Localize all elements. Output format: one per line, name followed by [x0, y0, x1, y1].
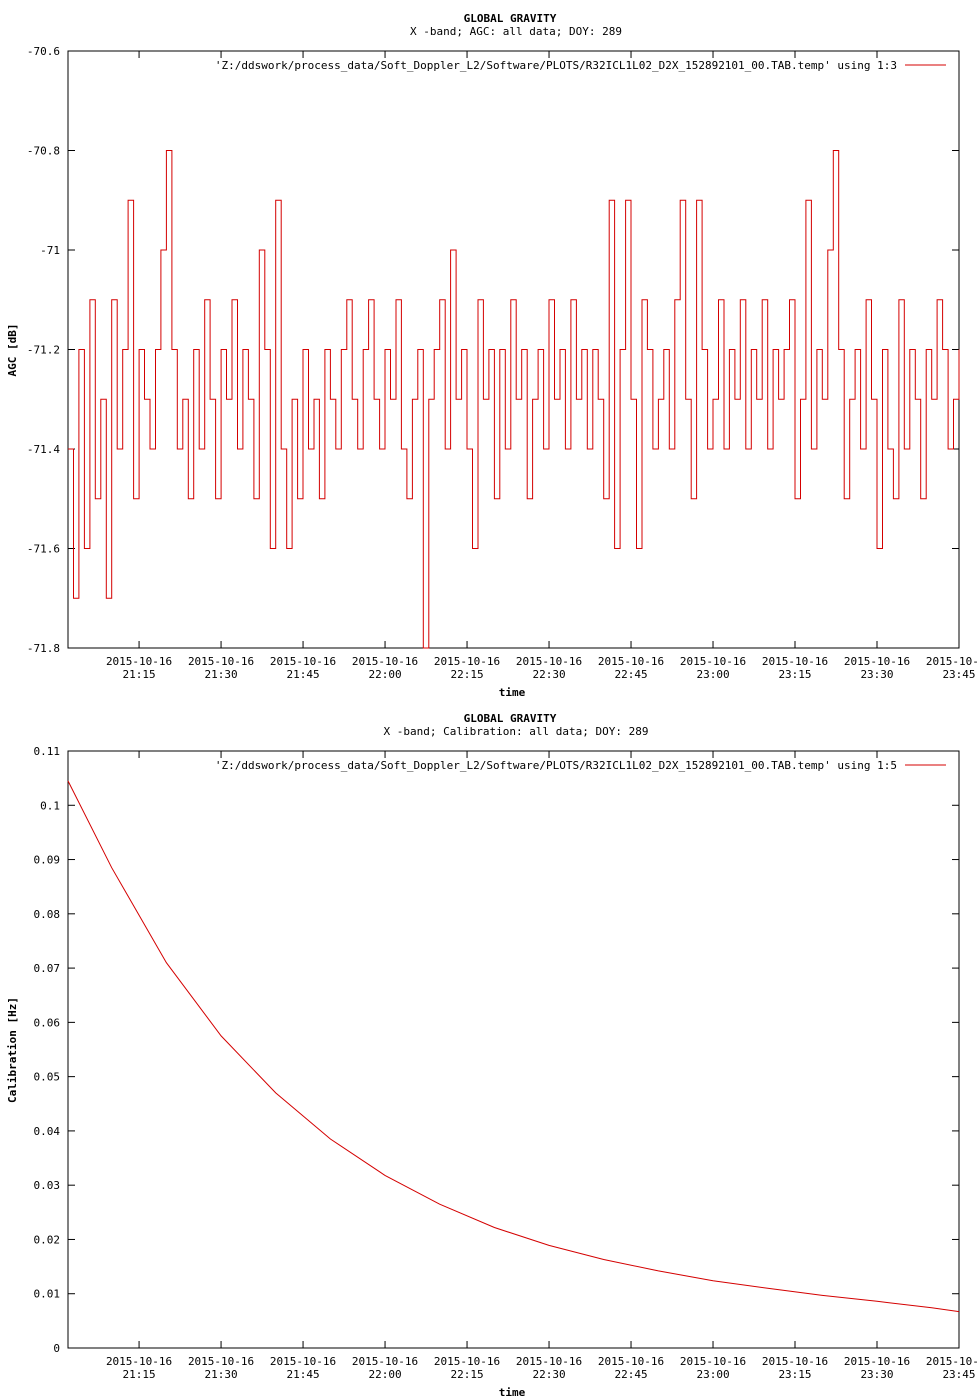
agc-chart-x-tick-date: 2015-10-16 — [106, 655, 172, 668]
agc-chart-x-tick-time: 23:45 — [942, 668, 975, 681]
calibration-chart-x-tick-date: 2015-10-10 — [926, 1355, 980, 1368]
agc-chart-x-tick-date: 2015-10-16 — [844, 655, 910, 668]
agc-chart-x-axis-label: time — [499, 686, 526, 699]
agc-chart-x-tick-time: 23:00 — [696, 668, 729, 681]
agc-chart-x-tick-time: 23:30 — [860, 668, 893, 681]
calibration-chart-x-axis: 2015-10-1621:152015-10-1621:302015-10-16… — [106, 751, 980, 1381]
calibration-chart-x-tick-date: 2015-10-16 — [188, 1355, 254, 1368]
agc-chart-panel: GLOBAL GRAVITY X -band; AGC: all data; D… — [6, 12, 980, 699]
agc-chart-x-tick-date: 2015-10-16 — [270, 655, 336, 668]
calibration-chart-x-tick-time: 21:45 — [286, 1368, 319, 1381]
calibration-chart-panel: GLOBAL GRAVITY X -band; Calibration: all… — [6, 712, 980, 1399]
calibration-chart-x-tick-time: 22:45 — [614, 1368, 647, 1381]
calibration-chart-series-line — [67, 780, 960, 1313]
agc-chart-x-tick-date: 2015-10-16 — [516, 655, 582, 668]
calibration-chart-series — [67, 780, 960, 1313]
calibration-chart-x-tick-time: 22:00 — [368, 1368, 401, 1381]
calibration-chart-x-tick-date: 2015-10-16 — [598, 1355, 664, 1368]
agc-chart-x-tick-time: 21:30 — [204, 668, 237, 681]
calibration-chart-x-tick-date: 2015-10-16 — [434, 1355, 500, 1368]
agc-chart-series — [68, 150, 960, 649]
agc-chart-x-tick-time: 22:15 — [450, 668, 483, 681]
calibration-chart-plot-area — [67, 750, 960, 1349]
calibration-chart-y-tick-label: 0 — [53, 1342, 60, 1355]
agc-chart-x-tick-date: 2015-10-16 — [762, 655, 828, 668]
calibration-chart-x-tick-time: 21:15 — [122, 1368, 155, 1381]
agc-chart-x-tick-time: 21:45 — [286, 668, 319, 681]
agc-chart-plot-area — [67, 50, 960, 649]
calibration-chart-x-tick-date: 2015-10-16 — [680, 1355, 746, 1368]
calibration-chart-y-tick-label: 0.03 — [34, 1179, 61, 1192]
agc-chart-x-tick-date: 2015-10-16 — [352, 655, 418, 668]
calibration-chart-x-tick-date: 2015-10-16 — [762, 1355, 828, 1368]
agc-chart-y-tick-label: -71.6 — [27, 543, 60, 556]
agc-chart-y-tick-label: -71 — [40, 244, 60, 257]
calibration-chart-y-tick-label: 0.08 — [34, 908, 61, 921]
calibration-chart-y-tick-label: 0.07 — [34, 962, 61, 975]
calibration-chart-x-tick-time: 23:45 — [942, 1368, 975, 1381]
agc-chart-y-tick-label: -70.6 — [27, 45, 60, 58]
agc-chart-x-tick-date: 2015-10-16 — [680, 655, 746, 668]
agc-chart-x-tick-date: 2015-10-16 — [598, 655, 664, 668]
agc-chart-x-tick-time: 22:00 — [368, 668, 401, 681]
calibration-chart-x-tick-time: 23:15 — [778, 1368, 811, 1381]
calibration-chart-x-tick-time: 23:00 — [696, 1368, 729, 1381]
calibration-chart-y-tick-label: 0.06 — [34, 1016, 61, 1029]
calibration-chart-y-tick-label: 0.1 — [40, 799, 60, 812]
calibration-chart-x-axis-label: time — [499, 1386, 526, 1399]
calibration-chart-x-tick-time: 23:30 — [860, 1368, 893, 1381]
agc-chart-y-tick-label: -71.2 — [27, 344, 60, 357]
agc-chart-title: GLOBAL GRAVITY — [464, 12, 557, 25]
calibration-chart-y-tick-label: 0.02 — [34, 1233, 61, 1246]
agc-chart-x-tick-time: 22:30 — [532, 668, 565, 681]
calibration-chart-x-tick-time: 21:30 — [204, 1368, 237, 1381]
agc-chart-x-axis: 2015-10-1621:152015-10-1621:302015-10-16… — [106, 51, 980, 681]
agc-chart-y-axis: -70.6 -70.8 -71 -71.2 -71.4 -71.6 -71.8 — [27, 45, 959, 655]
calibration-chart-x-tick-date: 2015-10-16 — [516, 1355, 582, 1368]
calibration-chart-legend-label: 'Z:/ddswork/process_data/Soft_Doppler_L2… — [215, 759, 897, 772]
calibration-chart-y-axis-label: Calibration [Hz] — [6, 997, 19, 1103]
agc-chart-y-axis-label: AGC [dB] — [6, 324, 19, 377]
agc-chart-x-tick-date: 2015-10-16 — [188, 655, 254, 668]
calibration-chart-y-tick-label: 0.04 — [34, 1125, 61, 1138]
agc-chart-x-tick-time: 21:15 — [122, 668, 155, 681]
agc-chart-subtitle: X -band; AGC: all data; DOY: 289 — [410, 25, 622, 38]
calibration-chart-x-tick-time: 22:30 — [532, 1368, 565, 1381]
calibration-chart-subtitle: X -band; Calibration: all data; DOY: 289 — [384, 725, 649, 738]
calibration-chart-y-tick-label: 0.11 — [34, 745, 61, 758]
agc-chart-x-tick-time: 22:45 — [614, 668, 647, 681]
calibration-chart-y-axis: 0.11 0.1 0.09 0.08 0.07 0.06 0.05 0.04 0.03 0.02 0… — [34, 745, 959, 1355]
agc-chart-y-tick-label: -71.8 — [27, 642, 60, 655]
calibration-chart-x-tick-date: 2015-10-16 — [270, 1355, 336, 1368]
agc-chart-x-tick-date: 2015-10-10 — [926, 655, 980, 668]
agc-chart-y-tick-label: -71.4 — [27, 443, 60, 456]
calibration-chart-x-tick-time: 22:15 — [450, 1368, 483, 1381]
agc-chart-y-tick-label: -70.8 — [27, 145, 60, 158]
calibration-chart-x-tick-date: 2015-10-16 — [352, 1355, 418, 1368]
agc-chart-series-line — [68, 150, 960, 649]
calibration-chart-y-tick-label: 0.05 — [34, 1071, 61, 1084]
calibration-chart-x-tick-date: 2015-10-16 — [844, 1355, 910, 1368]
agc-chart-legend-label: 'Z:/ddswork/process_data/Soft_Doppler_L2… — [215, 59, 897, 72]
calibration-chart-x-tick-date: 2015-10-16 — [106, 1355, 172, 1368]
calibration-chart-y-tick-label: 0.01 — [34, 1288, 61, 1301]
calibration-chart-title: GLOBAL GRAVITY — [464, 712, 557, 725]
calibration-chart-y-tick-label: 0.09 — [34, 854, 61, 867]
agc-chart-x-tick-time: 23:15 — [778, 668, 811, 681]
agc-chart-x-tick-date: 2015-10-16 — [434, 655, 500, 668]
